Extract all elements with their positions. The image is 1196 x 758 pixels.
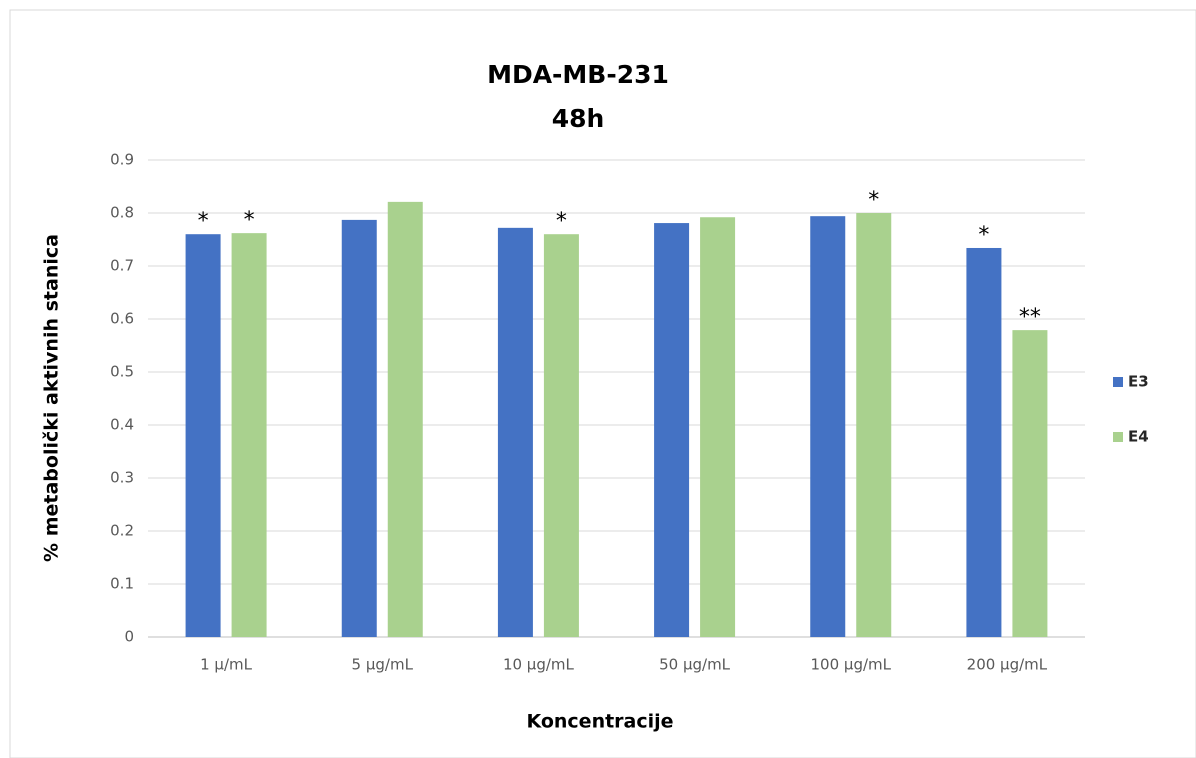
x-tick-label: 5 µg/mL: [352, 656, 414, 674]
y-tick-label: 0.5: [110, 363, 134, 381]
y-tick-label: 0: [124, 628, 134, 646]
x-tick-label: 200 µg/mL: [967, 656, 1048, 674]
significance-marker: *: [978, 223, 989, 248]
x-tick-label: 100 µg/mL: [811, 656, 892, 674]
y-tick-label: 0.7: [110, 257, 134, 275]
x-tick-label: 1 µ/mL: [200, 656, 253, 674]
bar: [185, 234, 221, 637]
legend-label: E4: [1128, 428, 1149, 446]
bar: [387, 201, 423, 637]
legend-label: E3: [1128, 373, 1149, 391]
y-tick-label: 0.1: [110, 575, 134, 593]
bar: [231, 233, 267, 637]
x-axis-title: Koncentracije: [526, 711, 673, 733]
bar: [497, 227, 533, 637]
significance-marker: *: [868, 188, 879, 213]
bar: [856, 213, 892, 637]
significance-marker: **: [1019, 305, 1041, 330]
y-tick-label: 0.9: [110, 151, 134, 169]
y-axis-title: % metabolički aktivnih stanica: [41, 234, 63, 562]
y-tick-label: 0.3: [110, 469, 134, 487]
bar: [966, 247, 1002, 638]
y-tick-label: 0.2: [110, 522, 134, 540]
chart-subtitle: 48h: [552, 104, 605, 133]
bar: [1012, 330, 1048, 637]
x-tick-label: 50 µg/mL: [659, 656, 731, 674]
bar: [810, 216, 846, 637]
y-tick-label: 0.6: [110, 310, 134, 328]
bar: [341, 219, 377, 637]
chart-title: MDA-MB-231: [487, 60, 669, 89]
bar: [543, 234, 579, 637]
y-tick-label: 0.4: [110, 416, 134, 434]
significance-marker: *: [244, 208, 255, 233]
bar: [654, 223, 690, 637]
bar: [700, 217, 736, 638]
y-tick-label: 0.8: [110, 204, 134, 222]
x-tick-label: 10 µg/mL: [503, 656, 575, 674]
legend-swatch: [1113, 377, 1123, 387]
legend-swatch: [1113, 432, 1123, 442]
significance-marker: *: [198, 209, 209, 234]
significance-marker: *: [556, 209, 567, 234]
